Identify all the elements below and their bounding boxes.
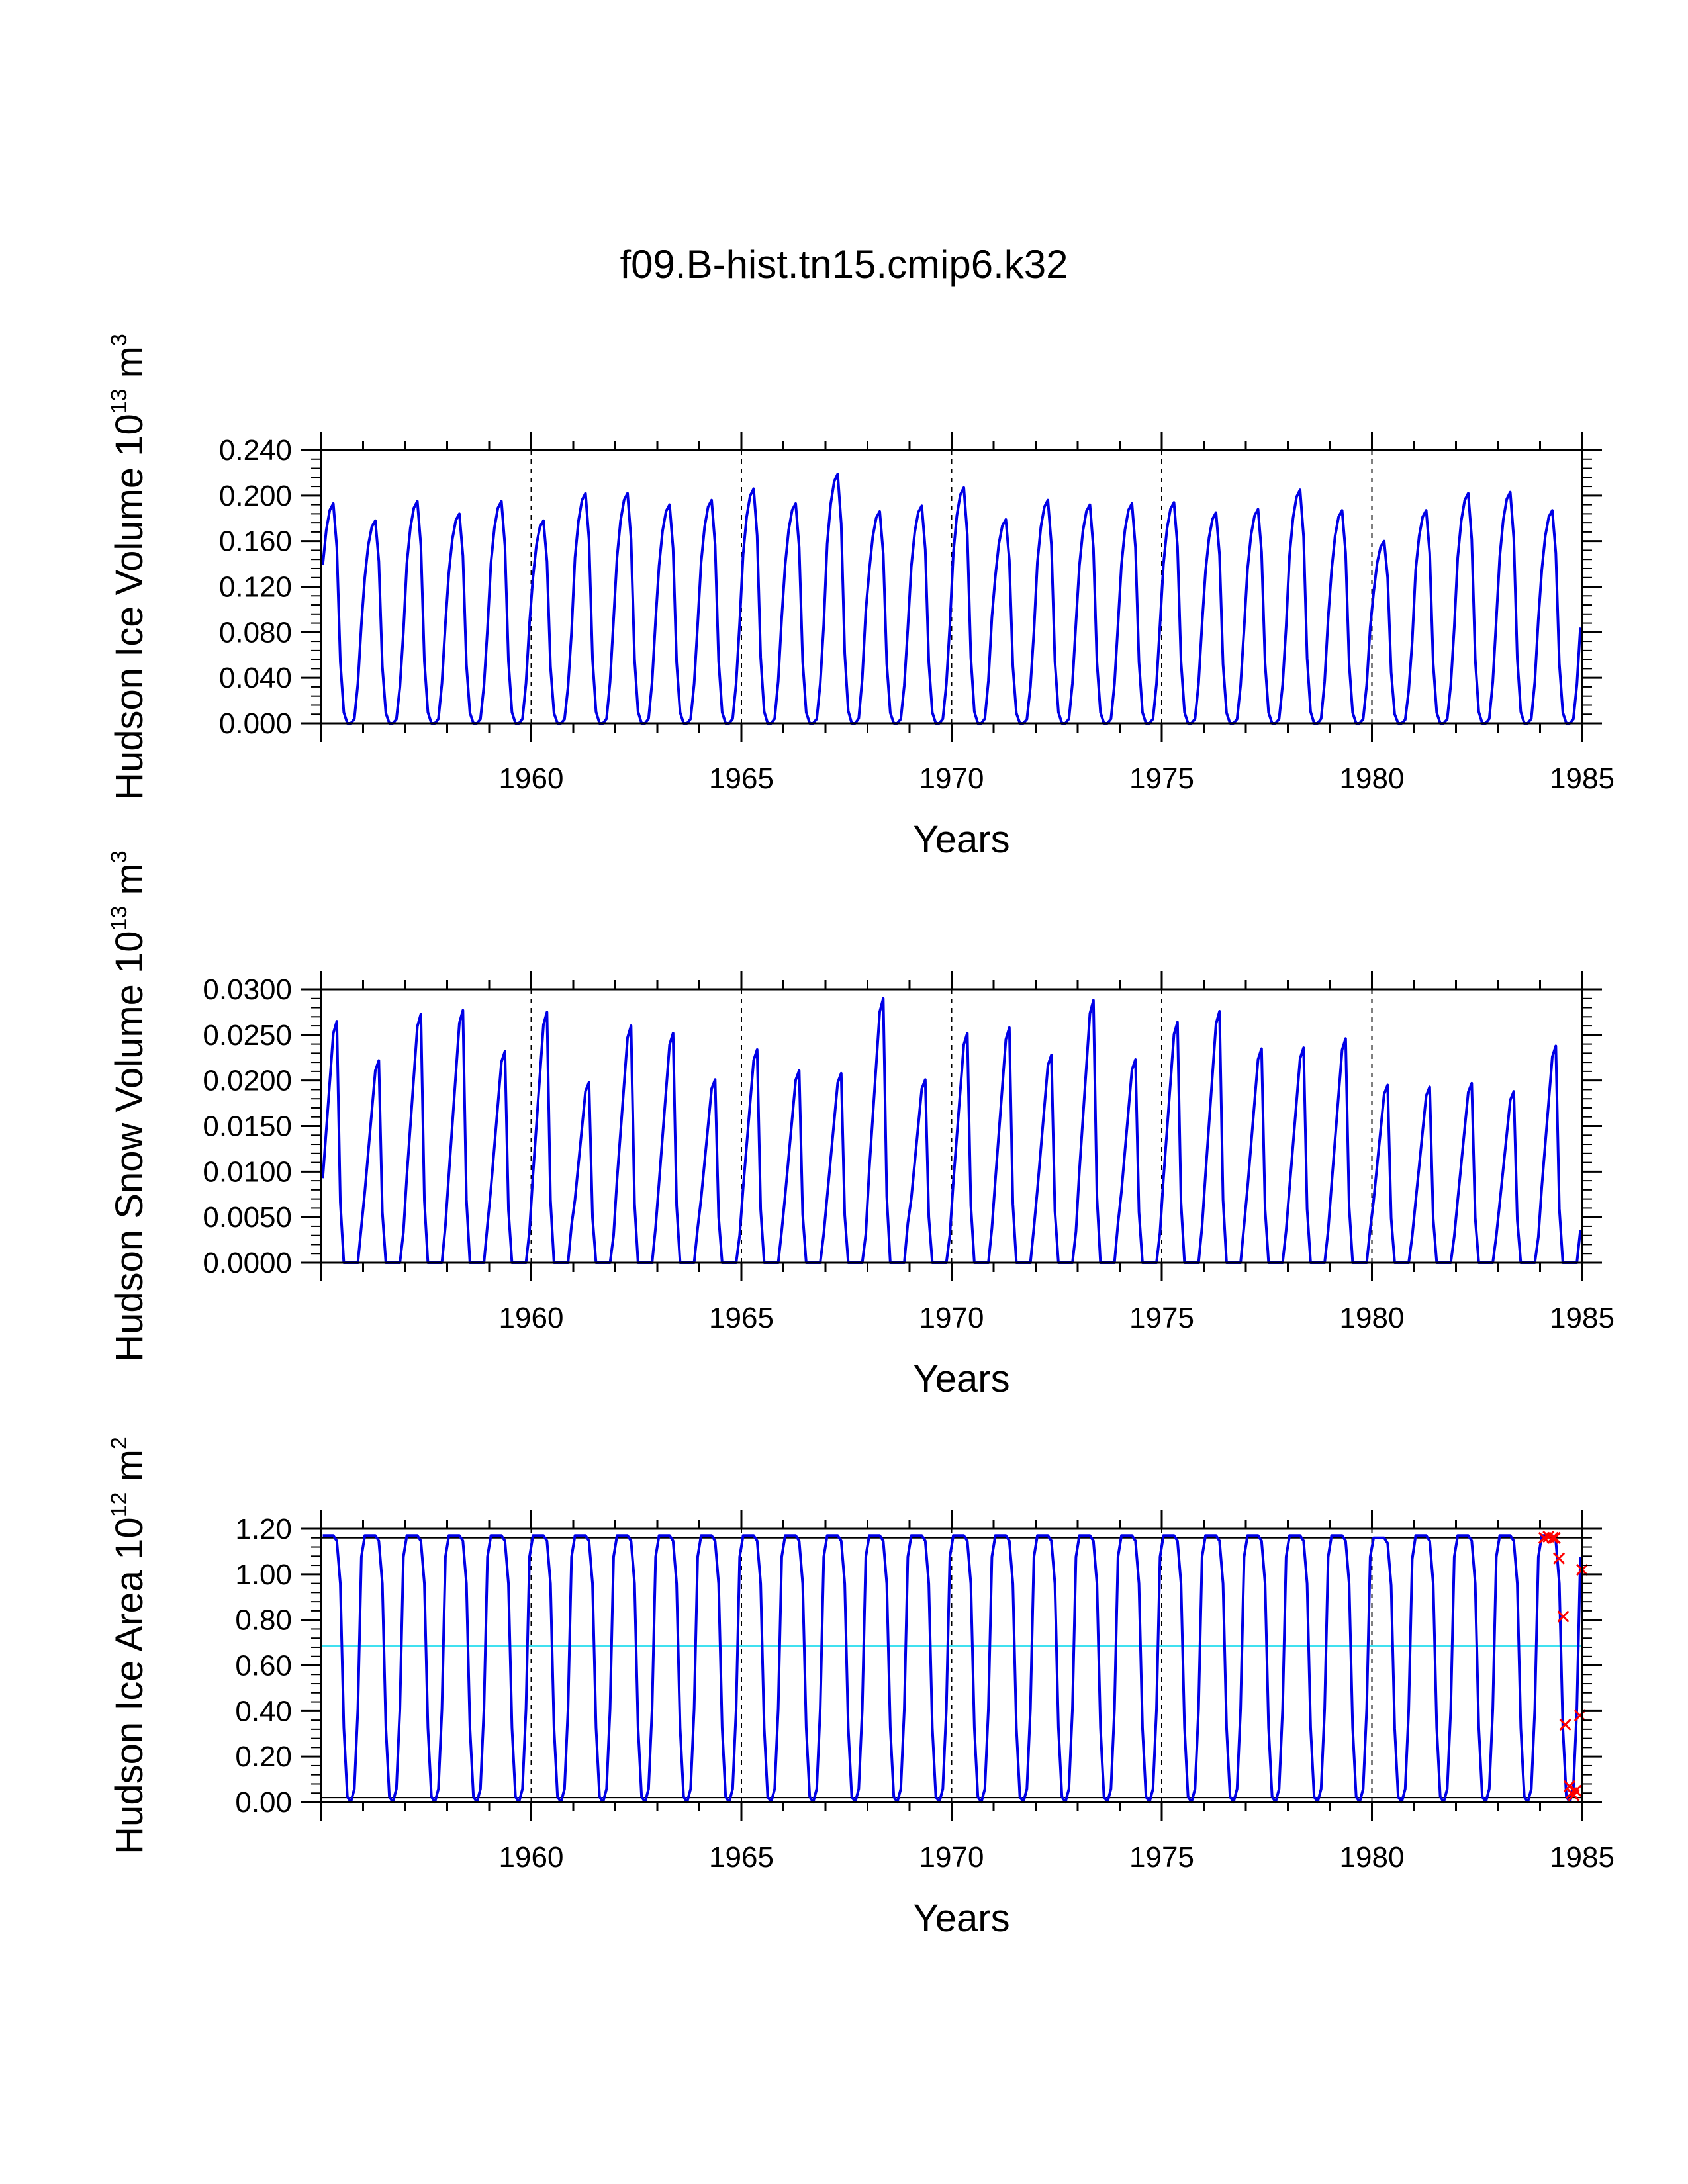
y-axis-title-superscript: 3 bbox=[107, 334, 132, 346]
y-axis-title-part: m bbox=[108, 863, 151, 905]
marker-stroke bbox=[1573, 1709, 1586, 1722]
y-axis-title: Hudson Snow Volume 1013 m3 bbox=[107, 850, 151, 1362]
marker-stroke bbox=[1570, 1784, 1582, 1797]
x-tick-label: 1985 bbox=[1550, 762, 1615, 795]
x-tick-label: 1975 bbox=[1129, 762, 1194, 795]
figure-title: f09.B-hist.tn15.cmip6.k32 bbox=[620, 242, 1068, 287]
y-axis-title-part: Hudson Ice Area 10 bbox=[108, 1517, 151, 1854]
y-tick-label: 0.40 bbox=[235, 1695, 292, 1727]
x-axis-title: Years bbox=[913, 1357, 1009, 1400]
marker-stroke bbox=[1548, 1531, 1561, 1544]
x-axis-title: Years bbox=[913, 1897, 1009, 1940]
y-tick-label: 0.0300 bbox=[203, 974, 292, 1006]
y-tick-label: 0.60 bbox=[235, 1650, 292, 1682]
y-axis-title-part: Hudson Snow Volume 10 bbox=[108, 931, 151, 1361]
marker-stroke bbox=[1542, 1530, 1555, 1543]
x-tick-label: 1960 bbox=[499, 1841, 564, 1874]
y-tick-label: 0.0200 bbox=[203, 1065, 292, 1097]
y-tick-label: 0.0250 bbox=[203, 1019, 292, 1052]
y-axis-title-superscript: 3 bbox=[107, 850, 132, 863]
x-tick-label: 1960 bbox=[499, 762, 564, 795]
y-tick-label: 0.080 bbox=[219, 616, 292, 649]
x-tick-label: 1985 bbox=[1550, 1841, 1615, 1874]
x-tick-label: 1980 bbox=[1340, 1302, 1405, 1334]
series-line bbox=[322, 1534, 1582, 1803]
x-tick-label: 1965 bbox=[709, 1302, 774, 1334]
marker-stroke bbox=[1559, 1718, 1571, 1731]
y-tick-label: 1.00 bbox=[235, 1559, 292, 1591]
y-axis-title-part: m bbox=[108, 1449, 151, 1492]
marker-x bbox=[1563, 1780, 1576, 1792]
y-axis-title-part: Hudson Ice Volume 10 bbox=[108, 414, 151, 800]
y-tick-label: 0.0150 bbox=[203, 1111, 292, 1143]
marker-stroke bbox=[1553, 1552, 1566, 1565]
y-tick-label: 0.160 bbox=[219, 525, 292, 558]
y-axis-title-superscript: 13 bbox=[107, 388, 132, 414]
y-tick-label: 0.00 bbox=[235, 1786, 292, 1819]
marker-x bbox=[1573, 1709, 1586, 1722]
x-tick-label: 1965 bbox=[709, 762, 774, 795]
y-tick-label: 0.040 bbox=[219, 662, 292, 694]
x-tick-label: 1970 bbox=[919, 1841, 984, 1874]
y-tick-label: 0.240 bbox=[219, 434, 292, 467]
marker-stroke bbox=[1546, 1531, 1559, 1544]
panel-ice-area: 1960 1965 1970 1975 1980 1985 0.00 0.20 0.40 0.60… bbox=[107, 1437, 1615, 1940]
y-tick-label: 0.80 bbox=[235, 1604, 292, 1637]
marker-x bbox=[1559, 1718, 1571, 1731]
y-axis-title-superscript: 2 bbox=[107, 1437, 132, 1449]
marker-stroke bbox=[1563, 1780, 1576, 1792]
x-tick-label: 1960 bbox=[499, 1302, 564, 1334]
y-tick-label: 0.120 bbox=[219, 571, 292, 604]
x-tick-label: 1970 bbox=[919, 762, 984, 795]
y-axis-title: Hudson Ice Area 1012 m2 bbox=[107, 1437, 151, 1854]
y-tick-label: 0.20 bbox=[235, 1741, 292, 1773]
marker-x bbox=[1557, 1610, 1570, 1623]
x-axis-title: Years bbox=[913, 818, 1009, 861]
x-tick-label: 1965 bbox=[709, 1841, 774, 1874]
x-tick-label: 1975 bbox=[1129, 1841, 1194, 1874]
y-tick-label: 0.0050 bbox=[203, 1201, 292, 1234]
series-line bbox=[321, 473, 1582, 725]
y-tick-label: 0.200 bbox=[219, 480, 292, 512]
x-tick-label: 1985 bbox=[1550, 1302, 1615, 1334]
y-axis-title-superscript: 13 bbox=[107, 906, 132, 931]
panel-snow-volume: 1960 1965 1970 1975 1980 1985 0.0000 0.0050 0.01… bbox=[107, 850, 1615, 1400]
x-tick-label: 1970 bbox=[919, 1302, 984, 1334]
series-line bbox=[321, 997, 1582, 1264]
y-axis-title: Hudson Ice Volume 1013 m3 bbox=[107, 334, 151, 800]
y-tick-label: 1.20 bbox=[235, 1513, 292, 1545]
marker-stroke bbox=[1557, 1610, 1570, 1623]
marker-x bbox=[1546, 1531, 1559, 1544]
x-tick-label: 1980 bbox=[1340, 1841, 1405, 1874]
x-tick-label: 1980 bbox=[1340, 762, 1405, 795]
x-tick-label: 1975 bbox=[1129, 1302, 1194, 1334]
y-tick-label: 0.0100 bbox=[203, 1156, 292, 1188]
y-tick-label: 0.000 bbox=[219, 707, 292, 740]
y-axis-title-part: m bbox=[108, 346, 151, 388]
marker-x bbox=[1553, 1552, 1566, 1565]
marker-x bbox=[1570, 1784, 1582, 1797]
y-tick-label: 0.0000 bbox=[203, 1247, 292, 1279]
marker-x bbox=[1548, 1531, 1561, 1544]
panel-ice-volume: 1960 1965 1970 1975 1980 1985 0.000 0.040 0.080 0… bbox=[107, 334, 1615, 861]
y-axis-title-superscript: 12 bbox=[107, 1492, 132, 1518]
